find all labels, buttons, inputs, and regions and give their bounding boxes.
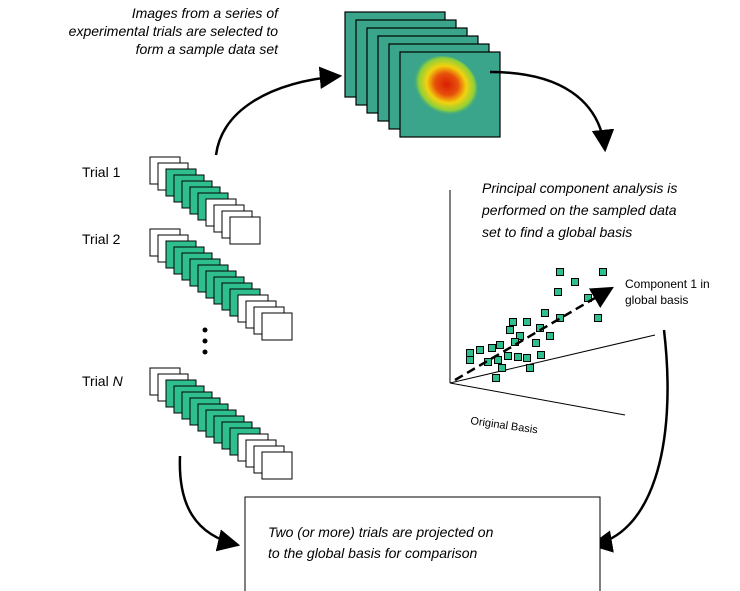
component-label: global basis xyxy=(625,293,688,307)
caption-line: form a sample data set xyxy=(136,41,280,57)
scatter-point xyxy=(493,375,500,382)
arrow xyxy=(180,456,238,545)
trial-stacks xyxy=(150,157,292,479)
scatter-point xyxy=(507,327,514,334)
scatter-point xyxy=(595,315,602,322)
caption-line: performed on the sampled data xyxy=(481,202,677,218)
scatter-point xyxy=(555,289,562,296)
scatter-point xyxy=(505,353,512,360)
scatter-point xyxy=(467,350,474,357)
scatter-points xyxy=(467,269,607,382)
scatter-point xyxy=(547,333,554,340)
sample-stack xyxy=(345,12,500,137)
axis xyxy=(450,335,655,383)
scatter-point xyxy=(542,310,549,317)
trial-frame xyxy=(262,313,292,340)
caption-line: experimental trials are selected to xyxy=(69,23,279,39)
scatter-point xyxy=(524,319,531,326)
trial-variable: N xyxy=(113,373,124,389)
scatter-point xyxy=(515,354,522,361)
ellipsis-dot xyxy=(203,339,208,344)
scatter-point xyxy=(467,357,474,364)
box-text: to the global basis for comparison xyxy=(268,545,478,561)
box-text: Two (or more) trials are projected on xyxy=(268,524,494,540)
arrow xyxy=(216,76,340,155)
scatter-point xyxy=(600,269,607,276)
scatter-point xyxy=(510,319,517,326)
ellipsis-dot xyxy=(203,328,208,333)
arrow xyxy=(490,72,605,150)
trial-label: Trial 2 xyxy=(82,231,121,247)
caption-line: Principal component analysis is xyxy=(482,180,677,196)
scatter-point xyxy=(477,347,484,354)
scatter-point xyxy=(533,340,540,347)
scatter-point xyxy=(538,352,545,359)
axis xyxy=(450,383,625,415)
scatter-point xyxy=(557,269,564,276)
arrow xyxy=(592,330,668,545)
scatter-point xyxy=(497,342,504,349)
trial-label: Trial 1 xyxy=(82,164,121,180)
result-box xyxy=(245,497,600,591)
caption-line: set to find a global basis xyxy=(482,224,632,240)
trial-word: Trial xyxy=(82,373,109,389)
trial-label: Trial N xyxy=(82,373,124,389)
ellipsis-dot xyxy=(203,350,208,355)
caption-line: Images from a series of xyxy=(132,5,280,21)
trial-frame xyxy=(230,217,260,244)
scatter-point xyxy=(499,365,506,372)
scatter-point xyxy=(527,365,534,372)
axis-label: Original Basis xyxy=(470,415,539,436)
scatter-point xyxy=(489,345,496,352)
scatter-point xyxy=(572,279,579,286)
trial-frame xyxy=(262,452,292,479)
diagram: Images from a series of experimental tri… xyxy=(0,0,740,591)
component-label: Component 1 in xyxy=(625,277,710,291)
scatter-point xyxy=(524,355,531,362)
